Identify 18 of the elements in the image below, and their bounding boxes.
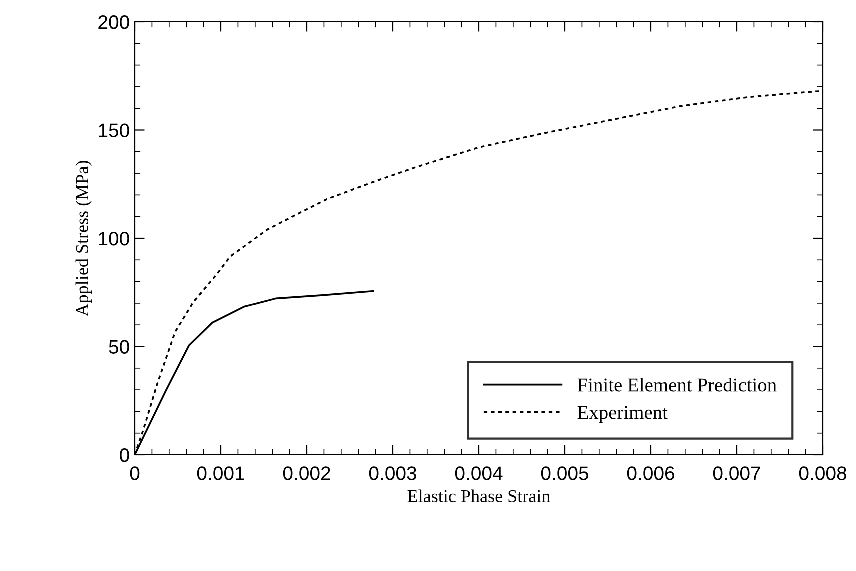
x-tick-label: 0.008 [799,466,846,480]
x-tick-label: 0 [130,466,140,480]
y-tick-label: 50 [109,340,130,354]
legend-label: Finite Element Prediction [578,378,777,392]
y-tick-label: 150 [99,124,130,138]
y-axis-title: Applied Stress (MPa) [76,161,92,317]
y-tick-label: 0 [120,448,130,462]
x-tick-label: 0.004 [455,466,503,480]
y-tick-label: 200 [98,15,130,30]
y-tick-label: 100 [99,232,130,246]
x-tick-label: 0.002 [283,466,330,480]
legend-label: Experiment [578,406,668,424]
x-tick-label: 0.003 [369,466,416,480]
x-tick-label: 0.006 [627,466,674,480]
x-tick-label: 0.001 [197,466,244,480]
x-axis-title: Elastic Phase Strain [408,490,550,502]
x-tick-label: 0.005 [541,466,589,480]
x-tick-label: 0.007 [713,466,760,480]
